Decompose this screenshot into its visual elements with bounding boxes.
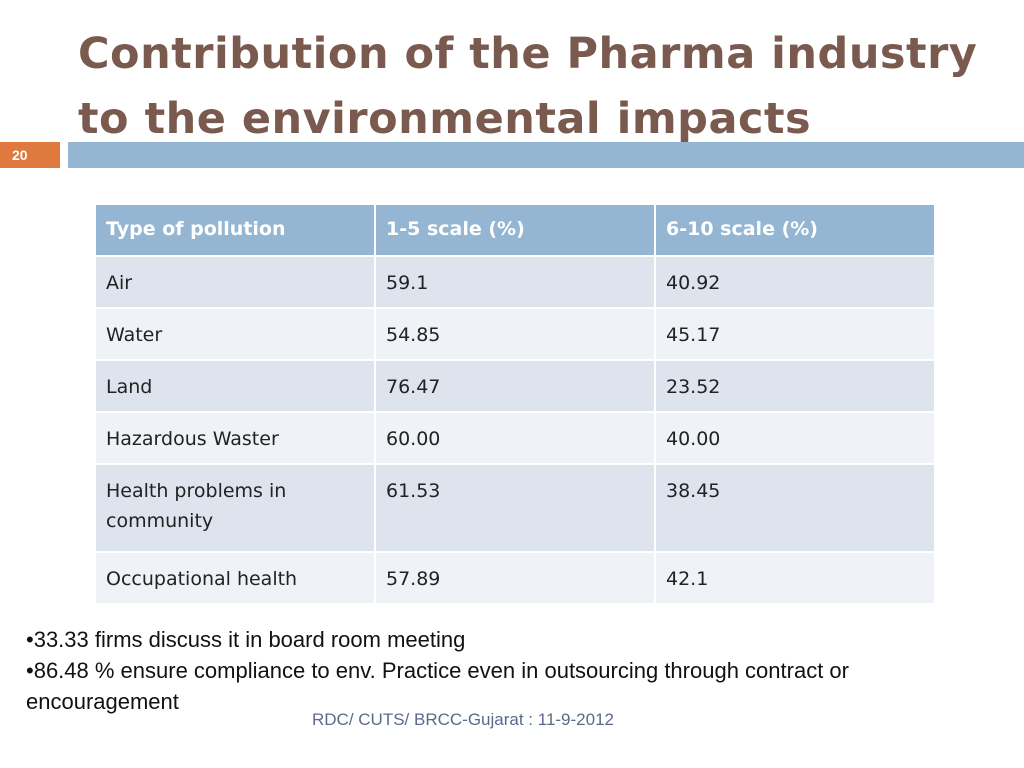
slide-title-line-2: to the environmental impacts — [78, 94, 812, 144]
scale-1-5-cell: 57.89 — [376, 553, 656, 605]
note-compliance: •86.48 % ensure compliance to env. Pract… — [26, 658, 849, 714]
slide-footer: RDC/ CUTS/ BRCC-Gujarat : 11-9-2012 — [312, 710, 614, 729]
table-row: Air 59.1 40.92 — [96, 257, 936, 309]
pollution-type-cell: Air — [96, 257, 376, 309]
header-6-10-scale: 6-10 scale (%) — [656, 205, 936, 257]
table-row: Water 54.85 45.17 — [96, 309, 936, 361]
table-row: Health problems in community 61.53 38.45 — [96, 465, 936, 553]
pollution-type-cell: Occupational health — [96, 553, 376, 605]
header-type-of-pollution: Type of pollution — [96, 205, 376, 257]
scale-6-10-cell: 45.17 — [656, 309, 936, 361]
scale-6-10-cell: 38.45 — [656, 465, 936, 553]
scale-1-5-cell: 59.1 — [376, 257, 656, 309]
slide-title: Contribution of the Pharma industry to t… — [78, 22, 998, 152]
table-row: Occupational health 57.89 42.1 — [96, 553, 936, 605]
table-row: Land 76.47 23.52 — [96, 361, 936, 413]
scale-6-10-cell: 42.1 — [656, 553, 936, 605]
scale-1-5-cell: 54.85 — [376, 309, 656, 361]
pollution-table: Type of pollution 1-5 scale (%) 6-10 sca… — [96, 205, 936, 605]
table-header-row: Type of pollution 1-5 scale (%) 6-10 sca… — [96, 205, 936, 257]
header-1-5-scale: 1-5 scale (%) — [376, 205, 656, 257]
scale-6-10-cell: 40.92 — [656, 257, 936, 309]
scale-6-10-cell: 23.52 — [656, 361, 936, 413]
pollution-type-cell: Water — [96, 309, 376, 361]
note-board-room: •33.33 firms discuss it in board room me… — [26, 627, 466, 652]
scale-6-10-cell: 40.00 — [656, 413, 936, 465]
title-divider-bar — [68, 142, 1024, 168]
table-row: Hazardous Waster 60.00 40.00 — [96, 413, 936, 465]
slide-number-badge: 20 — [0, 142, 60, 168]
pollution-type-cell: Land — [96, 361, 376, 413]
scale-1-5-cell: 60.00 — [376, 413, 656, 465]
slide-title-line-1: Contribution of the Pharma industry — [78, 29, 978, 79]
scale-1-5-cell: 61.53 — [376, 465, 656, 553]
pollution-type-cell: Hazardous Waster — [96, 413, 376, 465]
pollution-type-cell: Health problems in community — [96, 465, 376, 553]
scale-1-5-cell: 76.47 — [376, 361, 656, 413]
bullet-notes: •33.33 firms discuss it in board room me… — [26, 624, 1006, 717]
